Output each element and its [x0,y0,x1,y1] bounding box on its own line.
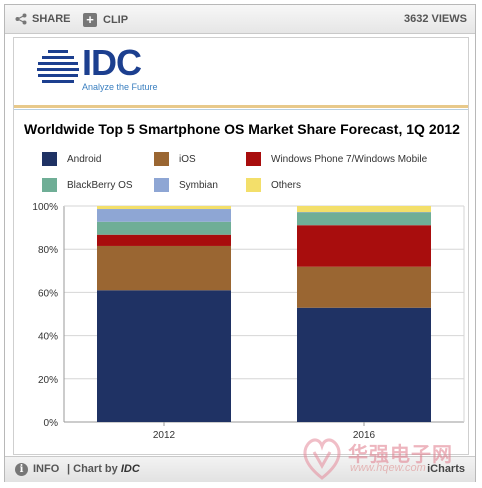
legend-label: iOS [179,153,196,165]
bar-others-2012 [97,206,231,210]
legend-swatch [154,178,169,192]
legend-label: Others [271,179,302,191]
idc-logo: IDC Analyze the Future [14,38,468,104]
legend-label: BlackBerry OS [67,179,133,191]
legend-item-others[interactable]: Others [246,178,301,192]
watermark-text: 华强电子网 [348,444,453,466]
clip-button[interactable]: + CLIP [83,13,128,27]
legend-item-android[interactable]: Android [42,152,101,166]
chart-credit-prefix: | Chart by [67,463,118,475]
icharts-link[interactable]: iCharts [427,463,465,475]
y-tick-label: 40% [38,332,58,343]
globe-icon [37,50,79,83]
legend-item-ios[interactable]: iOS [154,152,196,166]
share-label: SHARE [32,13,71,25]
bar-android-2012 [97,290,231,422]
bar-blackberry-os-2012 [97,221,231,235]
divider [14,109,468,110]
legend-swatch [246,178,261,192]
legend-item-symbian[interactable]: Symbian [154,178,218,192]
bar-ios-2012 [97,245,231,291]
chart-credit: | Chart by IDC [67,463,140,475]
logo-tagline: Analyze the Future [82,82,158,92]
share-icon [15,13,27,25]
info-button[interactable]: INFO [33,463,60,475]
chart-panel: IDC Analyze the Future Worldwide Top 5 S… [13,37,469,455]
legend-label: Symbian [179,179,218,191]
legend-label: Android [67,153,102,165]
bar-others-2016 [297,206,431,213]
legend-swatch [42,152,57,166]
legend-swatch [154,152,169,166]
logo-brand: IDC [82,42,142,83]
legend-item-windows-phone-7-windows-mobile[interactable]: Windows Phone 7/Windows Mobile [246,152,427,166]
bar-blackberry-os-2016 [297,212,431,226]
y-tick-label: 60% [38,288,58,299]
footer-bar: i INFO | Chart by IDC iCharts [5,456,475,482]
clip-label: CLIP [103,14,129,26]
share-button[interactable]: SHARE [15,13,71,25]
legend-label: Windows Phone 7/Windows Mobile [271,153,428,165]
plus-icon: + [83,13,97,27]
legend-swatch [42,178,57,192]
bar-windows-phone-7-windows-mobile-2016 [297,225,431,267]
info-icon[interactable]: i [15,463,28,476]
legend: Android iOS Windows Phone 7/Windows Mobile… [14,146,470,196]
bar-ios-2016 [297,266,431,308]
y-tick-label: 80% [38,245,58,256]
legend-swatch [246,152,261,166]
watermark-url: www.hqew.com [350,462,426,474]
chart-credit-brand: IDC [120,463,140,475]
toolbar: SHARE + CLIP 3632 VIEWS [5,5,475,34]
bar-android-2016 [297,307,431,422]
y-tick-label: 20% [38,375,58,386]
chart-widget: SHARE + CLIP 3632 VIEWS IDC Analyze the … [4,4,476,482]
legend-item-blackberry-os[interactable]: BlackBerry OS [42,178,133,192]
bar-symbian-2012 [97,209,231,222]
y-tick-label: 0% [44,418,59,429]
bar-windows-phone-7-windows-mobile-2012 [97,234,231,246]
view-count: 3632 VIEWS [404,13,467,25]
x-tick-label: 2016 [353,430,376,441]
heart-logo-icon [303,438,341,480]
x-tick-label: 2012 [153,430,176,441]
divider [14,105,468,108]
plot-area: 0% 20% 40% 60% 80% 100% 2012 2016 [32,202,465,441]
chart-title: Worldwide Top 5 Smartphone OS Market Sha… [24,121,460,137]
y-tick-label: 100% [32,202,58,213]
watermark: 华强电子网 www.hqew.com [300,432,478,484]
